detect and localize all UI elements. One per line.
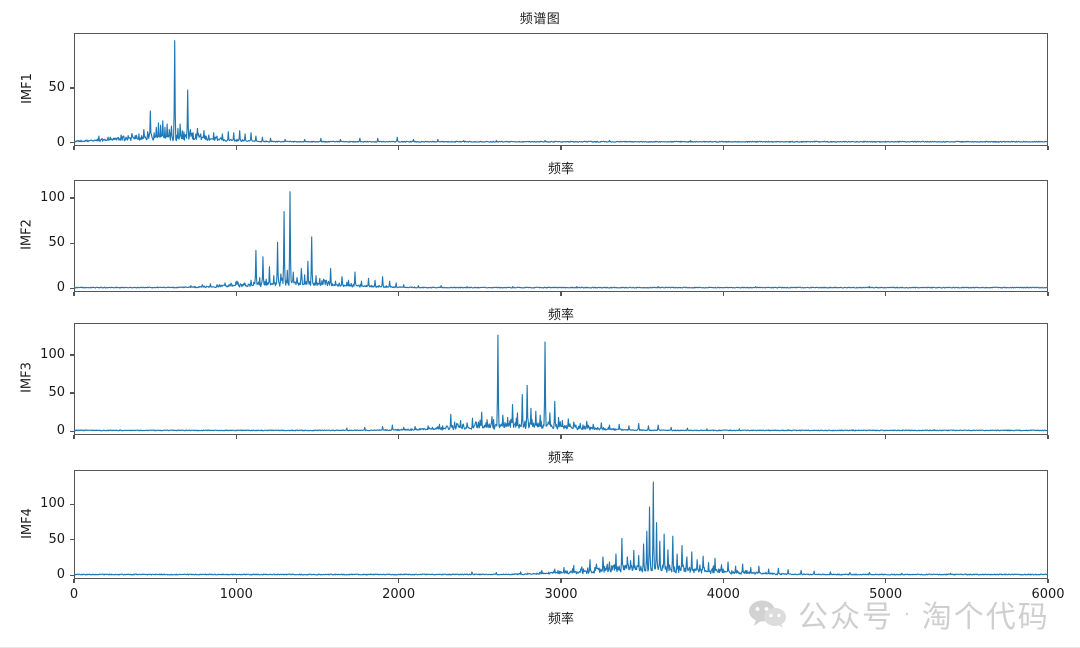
xtick-label: 3000	[544, 587, 578, 602]
xtick-mark	[885, 435, 887, 439]
xlabel: 频率	[547, 451, 574, 466]
ytick-label: 0	[56, 567, 65, 583]
xtick-mark	[1047, 292, 1049, 296]
ytick-mark	[70, 354, 74, 356]
ytick-mark	[70, 242, 74, 244]
spectrum-trace-imf4	[74, 470, 1048, 579]
ytick-label: 50	[48, 235, 65, 251]
ytick-label: 50	[48, 385, 65, 401]
ylabel-imf4: IMF4	[19, 507, 35, 539]
xtick-mark	[398, 579, 400, 583]
spectrum-trace-imf3	[74, 323, 1048, 435]
page-title: 频谱图	[519, 12, 561, 27]
xtick-mark	[398, 292, 400, 296]
ytick-label: 0	[56, 280, 65, 296]
xtick-mark	[1047, 435, 1049, 439]
xtick-mark	[1047, 579, 1049, 583]
axes-frame	[74, 180, 1048, 292]
xtick-mark	[73, 435, 75, 439]
ytick-mark	[70, 503, 74, 505]
xtick-label: 0	[69, 587, 79, 602]
ytick-mark	[70, 142, 74, 144]
ylabel-imf1: IMF1	[19, 72, 35, 104]
xtick-label: 1000	[219, 587, 253, 602]
xtick-mark	[722, 579, 724, 583]
xtick-mark	[722, 146, 724, 150]
xtick-mark	[560, 146, 562, 150]
ytick-label: 0	[56, 134, 65, 150]
ytick-mark	[70, 430, 74, 432]
axes-frame	[74, 323, 1048, 435]
xtick-mark	[560, 292, 562, 296]
xtick-mark	[722, 292, 724, 296]
xtick-mark	[885, 292, 887, 296]
axes-frame	[74, 470, 1048, 579]
xtick-mark	[398, 435, 400, 439]
ytick-mark	[70, 87, 74, 89]
ytick-mark	[70, 392, 74, 394]
ytick-label: 100	[40, 347, 65, 362]
subplot-imf3: 0 50 100 IMF3 频率	[20, 323, 1049, 466]
ytick-label: 100	[40, 496, 65, 512]
xtick-mark	[560, 579, 562, 583]
xtick-label: 6000	[1031, 587, 1065, 602]
ytick-label: 0	[56, 423, 65, 439]
xlabel: 频率	[547, 162, 574, 177]
ytick-label: 100	[40, 190, 65, 206]
xtick-label: 5000	[869, 587, 903, 602]
subplot-imf4: 0 50 100 IMF4 0 1000 2000 3000 4000 5000 6000 频率	[20, 470, 1065, 627]
xtick-mark	[235, 146, 237, 150]
xtick-mark	[398, 146, 400, 150]
ylabel-imf2: IMF2	[19, 219, 35, 250]
xlabel: 频率	[547, 612, 574, 627]
xtick-label: 4000	[706, 587, 740, 602]
ytick-label: 50	[48, 531, 65, 547]
spectrum-trace-imf1	[74, 33, 1048, 146]
ytick-mark	[70, 574, 74, 577]
xtick-mark	[73, 146, 75, 150]
ytick-mark	[70, 539, 74, 541]
ytick-mark	[70, 197, 74, 199]
xtick-mark	[885, 146, 887, 150]
xtick-mark	[235, 435, 237, 439]
subplot-imf1: 0 50 IMF1 频率	[20, 33, 1049, 177]
axes-frame	[74, 33, 1048, 146]
xtick-mark	[235, 292, 237, 296]
xlabel: 频率	[547, 308, 574, 323]
xtick-mark	[722, 435, 724, 439]
xtick-mark	[73, 292, 75, 296]
ytick-mark	[70, 287, 74, 290]
xtick-mark	[885, 579, 887, 583]
xtick-mark	[1047, 146, 1049, 150]
spectrum-trace-imf2	[74, 180, 1048, 292]
xtick-mark	[560, 435, 562, 439]
xtick-label: 2000	[382, 587, 416, 602]
subplot-imf2: 0 50 100 IMF2 频率	[20, 180, 1049, 323]
xtick-mark	[235, 579, 237, 583]
ytick-label: 50	[48, 79, 65, 95]
ylabel-imf3: IMF3	[19, 362, 35, 393]
xtick-mark	[73, 579, 75, 583]
